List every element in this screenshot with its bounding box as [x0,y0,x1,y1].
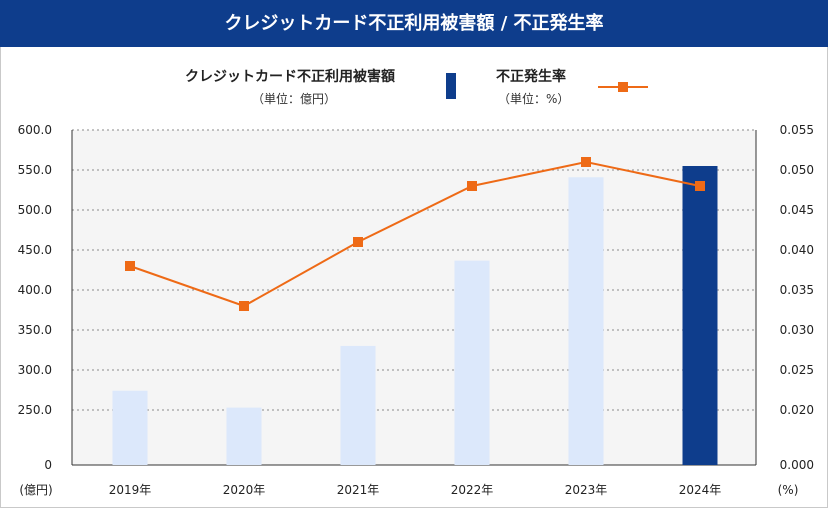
legend-bar-label: クレジットカード不正利用被害額 [185,69,395,85]
rate-marker-2022年 [467,181,477,191]
left-tick-label: 550.0 [18,163,52,177]
right-tick-label: 0.030 [780,323,814,337]
bar-2020年 [226,407,262,465]
bar-2022年 [454,260,490,465]
left-tick-label: 600.0 [18,123,52,137]
legend-line-label: 不正発生率 [496,69,566,85]
bar-2021年 [340,345,376,465]
right-tick-label: 0.040 [780,243,814,257]
right-tick-label: 0.055 [780,123,814,137]
left-axis-unit: (億円) [19,483,52,497]
legend-line-swatch [598,82,648,92]
right-tick-label: 0.025 [780,363,814,377]
right-tick-label: 0.020 [780,403,814,417]
plot-background [72,130,756,465]
bar-2023年 [568,177,604,465]
legend-bar-unit: （単位：億円） [252,92,337,106]
left-tick-label: 500.0 [18,203,52,217]
x-tick-label: 2022年 [451,483,494,497]
right-tick-label: 0.045 [780,203,814,217]
right-tick-label: 0.000 [780,458,814,472]
left-tick-label: 450.0 [18,243,52,257]
left-tick-label: 300.0 [18,363,52,377]
bar-2019年 [112,390,148,465]
legend-bar-swatch [446,73,456,99]
rate-marker-2024年 [695,181,705,191]
x-tick-label: 2024年 [679,483,722,497]
left-tick-label: 250.0 [18,403,52,417]
bar-2024年 [682,166,718,465]
legend-line-unit: （単位：%） [498,92,570,106]
right-tick-label: 0.050 [780,163,814,177]
x-tick-label: 2019年 [109,483,152,497]
x-tick-label: 2021年 [337,483,380,497]
right-axis-unit: (%) [778,483,799,497]
rate-marker-2020年 [239,301,249,311]
right-tick-label: 0.035 [780,283,814,297]
rate-line [129,160,701,308]
x-tick-label: 2020年 [223,483,266,497]
left-tick-label: 0 [44,458,52,472]
rate-marker-2019年 [125,261,135,271]
left-tick-label: 400.0 [18,283,52,297]
left-tick-label: 350.0 [18,323,52,337]
rate-marker-2021年 [353,237,363,247]
x-tick-label: 2023年 [565,483,608,497]
rate-marker-2023年 [581,157,591,167]
chart-title: クレジットカード不正利用被害額 / 不正発生率 [0,0,828,47]
